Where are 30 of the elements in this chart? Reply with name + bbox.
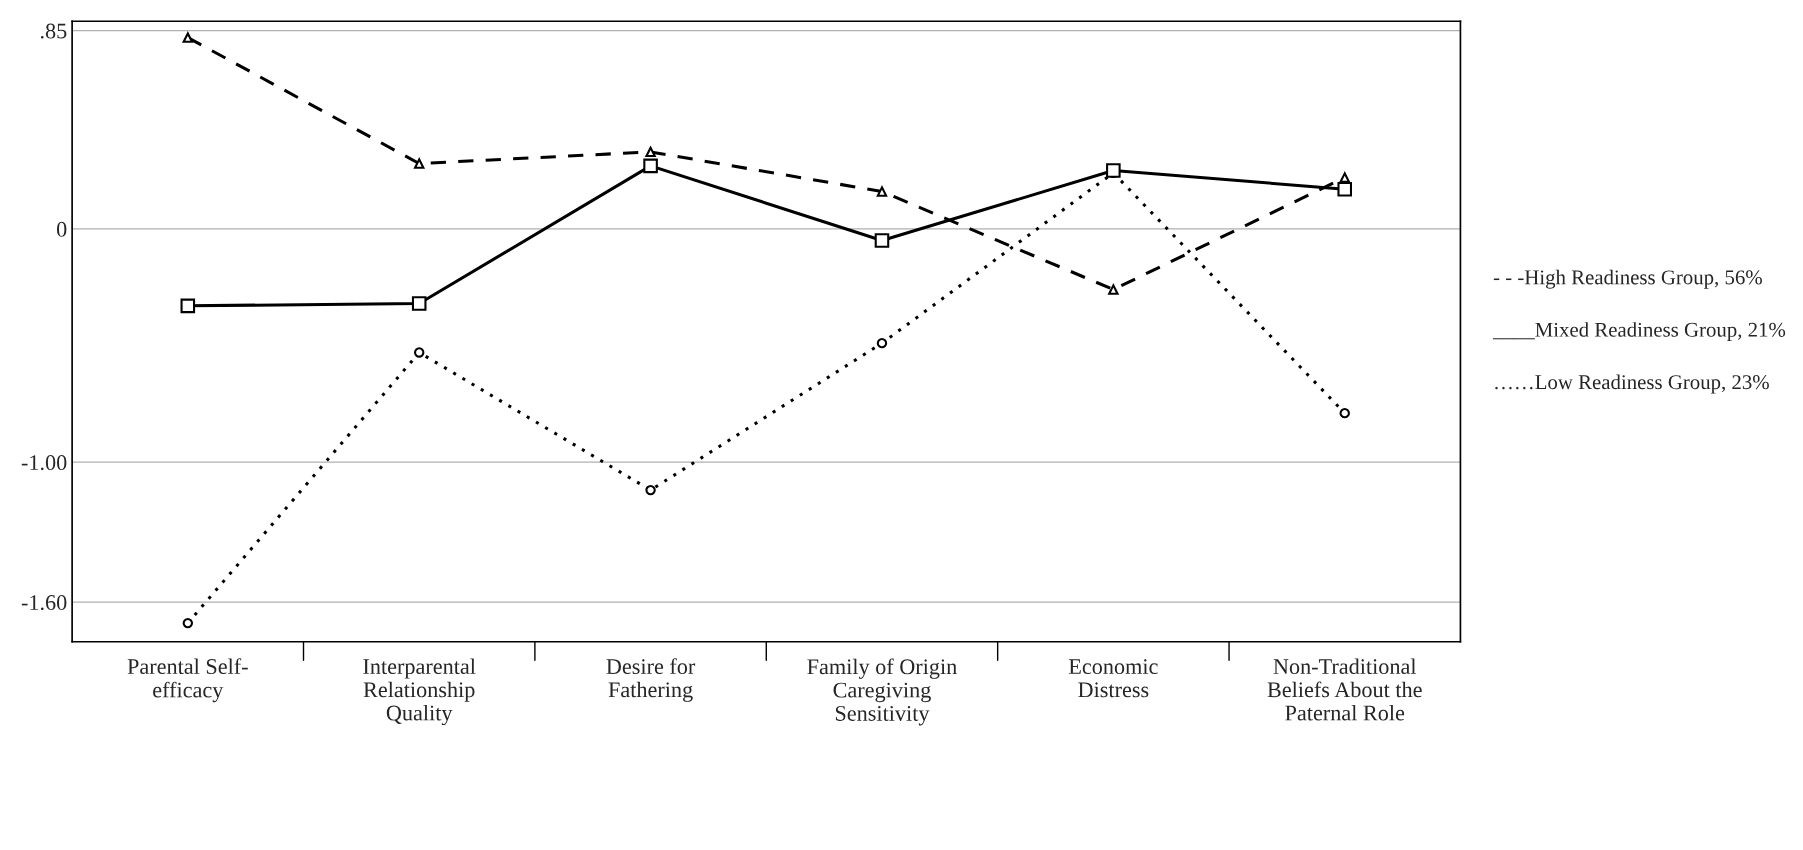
- text: ____Mixed Readiness Group, 21%: [1492, 322, 1786, 342]
- point: [413, 158, 425, 169]
- point: [1339, 407, 1350, 419]
- text: - - -High Readiness Group, 56%: [1493, 269, 1762, 289]
- point: [411, 296, 427, 311]
- y-tick-label: .85: [40, 23, 67, 39]
- point: [182, 617, 194, 629]
- y-tick-label: 0: [56, 221, 67, 237]
- x-tick-label: Desire for Fathering: [606, 658, 696, 702]
- point: [1106, 163, 1121, 178]
- point: [1339, 172, 1350, 183]
- point: [413, 347, 425, 358]
- y-tick-label: -1.00: [21, 455, 67, 471]
- point: [180, 298, 196, 314]
- point: [874, 233, 890, 248]
- x-tick-label: Economic Distress: [1068, 659, 1158, 698]
- x-tick-label: Parental Self- efficacy: [127, 658, 248, 703]
- point: [876, 337, 888, 349]
- point: [1337, 181, 1353, 197]
- x-tick-label: Interparental Relationship Quality: [363, 658, 476, 726]
- point: [645, 484, 656, 496]
- text: ……Low Readiness Group, 23%: [1495, 374, 1769, 394]
- point: [645, 146, 656, 158]
- point: [182, 32, 194, 43]
- x-tick-label: Non-Traditional Beliefs About the Paternal Role: [1267, 658, 1422, 721]
- point: [876, 186, 888, 197]
- x-tick-label: Family of Origin Caregiving Sensitivity: [807, 658, 957, 726]
- point: [643, 158, 658, 174]
- point: [1108, 284, 1119, 295]
- y-tick-label: -1.60: [21, 595, 67, 611]
